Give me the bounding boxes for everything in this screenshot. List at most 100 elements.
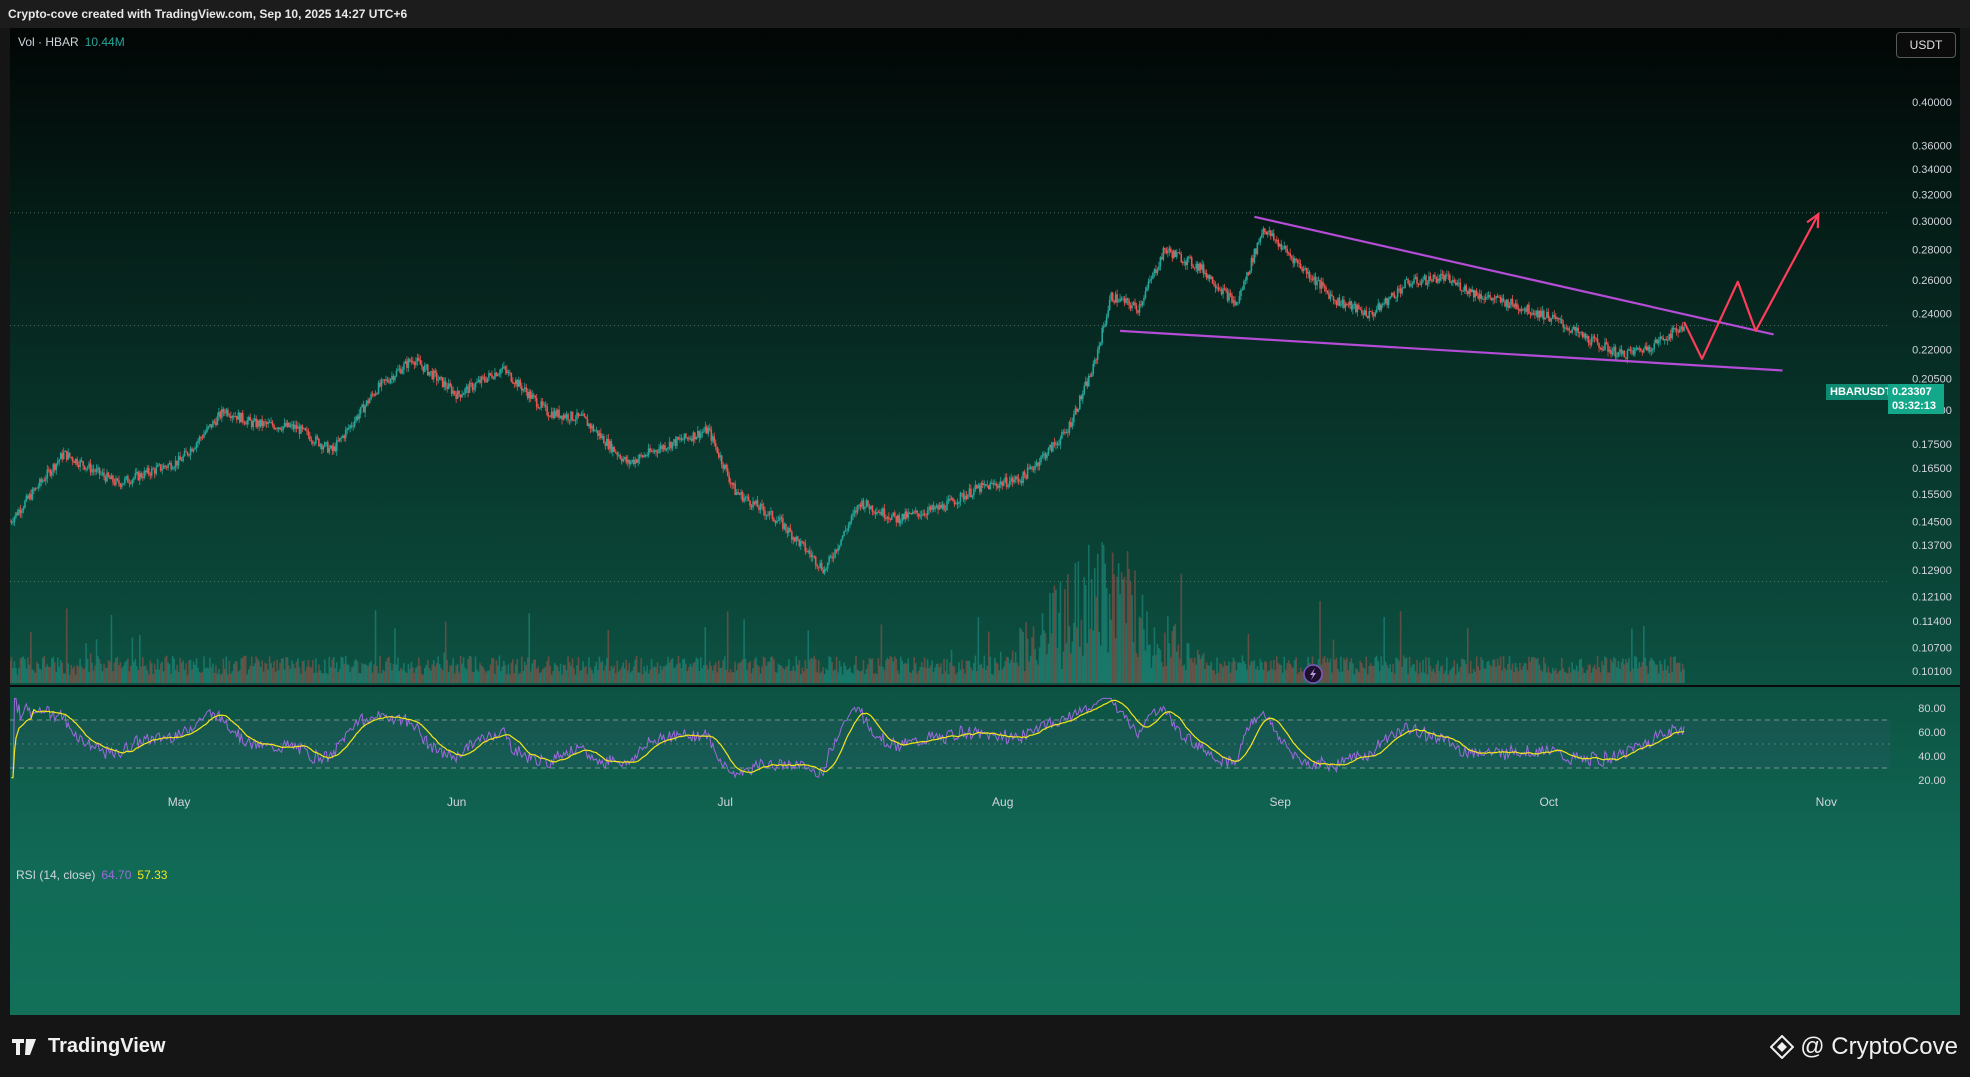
volume-bar xyxy=(540,671,542,683)
candle-body xyxy=(465,386,468,389)
candle-body xyxy=(1316,280,1318,286)
price-tick-label: 0.12100 xyxy=(1912,592,1952,604)
candle-body xyxy=(365,400,368,406)
candle-body xyxy=(1020,480,1023,483)
volume-bar xyxy=(1246,669,1248,683)
volume-bar xyxy=(288,665,290,683)
volume-bar xyxy=(1604,656,1606,683)
volume-bar xyxy=(1140,618,1142,683)
volume-bar xyxy=(782,667,784,683)
volume-bar xyxy=(1113,574,1115,683)
volume-bar xyxy=(347,664,350,683)
candle-body xyxy=(301,425,304,429)
volume-bar xyxy=(125,660,128,683)
volume-bar xyxy=(1046,654,1048,683)
volume-bar xyxy=(1610,659,1612,683)
volume-bar xyxy=(512,659,514,683)
volume-bar xyxy=(635,655,638,683)
volume-bar xyxy=(444,621,447,683)
volume-bar xyxy=(701,668,704,683)
volume-bar xyxy=(1196,649,1199,683)
volume-bar xyxy=(455,665,457,683)
volume-bar xyxy=(729,668,732,683)
candle-body xyxy=(540,401,542,408)
volume-bar xyxy=(1347,670,1350,683)
candle-body xyxy=(1173,250,1175,258)
volume-bar xyxy=(583,667,586,683)
volume-bar xyxy=(237,671,240,683)
volume-bar xyxy=(628,663,631,683)
candle-body xyxy=(838,545,841,548)
volume-bar xyxy=(622,662,625,683)
candle-body xyxy=(835,549,838,552)
volume-bar xyxy=(341,657,344,683)
candle-body xyxy=(1617,351,1620,357)
candle-body xyxy=(899,520,902,524)
volume-bar xyxy=(1356,669,1359,683)
candle-body xyxy=(250,420,253,427)
candle-body xyxy=(186,452,189,455)
candle-body xyxy=(1031,466,1033,469)
candle-body xyxy=(1653,343,1656,349)
candle-body xyxy=(807,550,810,552)
candle-body xyxy=(292,424,295,429)
volume-bar xyxy=(704,627,707,683)
volume-bar xyxy=(504,665,507,683)
candle-body xyxy=(359,407,362,414)
candle-body xyxy=(656,452,659,454)
currency-button[interactable]: USDT xyxy=(1896,32,1956,58)
volume-bar xyxy=(752,668,754,683)
volume-bar xyxy=(1501,670,1503,683)
candle-body xyxy=(376,393,378,395)
candle-body xyxy=(1440,273,1442,281)
volume-bar xyxy=(1132,642,1135,683)
chart-panel[interactable]: 0.40000 0.36000 0.34000 0.32000 0.30000 0.280… xyxy=(10,28,1960,1015)
candle-body xyxy=(549,416,551,418)
candle-body xyxy=(911,511,914,515)
candle-body xyxy=(221,409,223,418)
volume-bar xyxy=(925,667,927,683)
volume-bar xyxy=(734,661,736,683)
volume-bar xyxy=(206,667,208,683)
volume-bar xyxy=(600,662,602,683)
volume-bar xyxy=(814,658,817,683)
candle-body xyxy=(697,430,699,437)
volume-bar xyxy=(711,670,714,683)
volume-bar xyxy=(413,672,416,683)
volume-bar xyxy=(938,667,941,683)
volume-bar xyxy=(10,656,13,683)
price-tick-label: 0.11400 xyxy=(1913,616,1952,628)
volume-bar xyxy=(324,659,326,683)
volume-bar xyxy=(303,660,305,683)
tradingview-logo[interactable]: TradingView xyxy=(12,1035,165,1058)
volume-bar xyxy=(758,666,760,683)
candle-body xyxy=(1004,477,1007,483)
candle-body xyxy=(998,484,1001,488)
volume-bar xyxy=(1534,657,1536,683)
candle-body xyxy=(332,446,335,451)
volume-bar xyxy=(902,663,905,683)
volume-bar xyxy=(964,673,966,683)
volume-bar xyxy=(1156,643,1159,683)
volume-bar xyxy=(1250,660,1253,683)
candle-body xyxy=(1369,311,1372,312)
candle-body xyxy=(303,428,305,430)
volume-bar xyxy=(1010,659,1012,683)
volume-bar xyxy=(744,658,747,683)
volume-bar xyxy=(770,656,772,683)
volume-bar xyxy=(183,669,186,683)
candle-body xyxy=(720,455,723,465)
volume-bar xyxy=(43,655,46,683)
volume-bar xyxy=(291,660,293,683)
volume-bar xyxy=(1580,658,1582,683)
candle-body xyxy=(686,437,689,439)
candle-body xyxy=(1028,467,1030,469)
volume-bar xyxy=(1011,650,1014,683)
volume-bar xyxy=(959,669,962,683)
volume-bar xyxy=(750,673,753,683)
candle-body xyxy=(985,484,987,486)
volume-bar xyxy=(1414,671,1417,683)
volume-bar xyxy=(338,668,341,683)
candle-body xyxy=(1660,336,1663,338)
volume-bar xyxy=(983,655,986,683)
